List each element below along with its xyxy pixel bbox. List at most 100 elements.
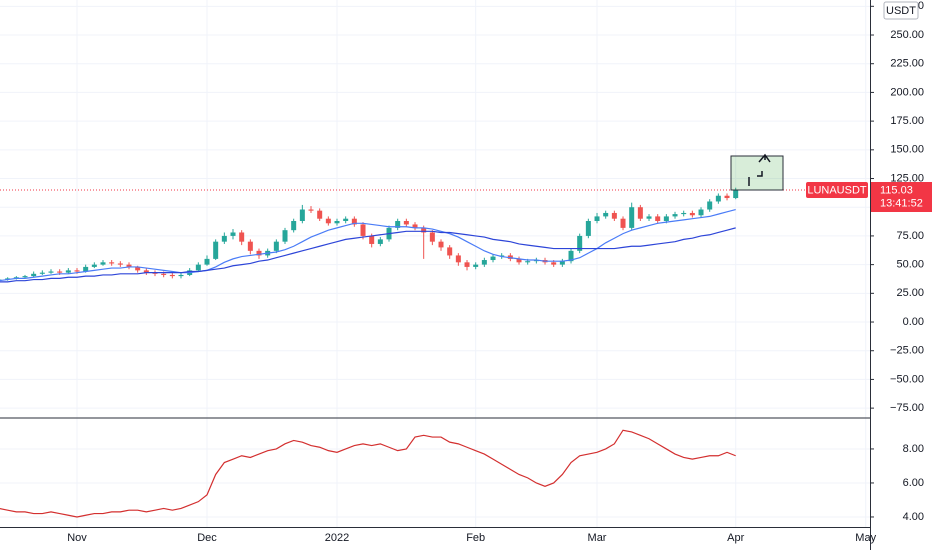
candle-body [100, 262, 106, 265]
candle-body [161, 273, 167, 275]
x-tick-label: Apr [727, 532, 744, 544]
candle-body [672, 214, 678, 217]
y-tick-label: 0.00 [903, 316, 924, 328]
candle-body [126, 264, 132, 267]
candle-body [655, 216, 661, 221]
candle-body [455, 255, 461, 263]
y-tick-label: 8.00 [903, 443, 924, 455]
y-tick-label: 4.00 [903, 511, 924, 523]
candle-body [663, 216, 669, 221]
candle-body [39, 272, 45, 274]
projection-stroke [757, 171, 763, 177]
candle-body [308, 209, 314, 211]
candle-body [325, 218, 331, 224]
y-tick-label: −75.00 [890, 402, 924, 414]
candle-body [646, 216, 652, 219]
currency[interactable]: USDT [886, 5, 916, 17]
candle-body [57, 271, 63, 273]
candle-body [733, 189, 739, 199]
candle-body [135, 266, 141, 271]
y-tick-label: 175.00 [890, 115, 924, 127]
candle-body [551, 262, 557, 265]
candle-body [83, 266, 89, 272]
candle-body [377, 239, 383, 244]
candle-body [239, 232, 245, 242]
candle-body [568, 250, 574, 262]
candle-body [343, 218, 349, 221]
candle-body [369, 235, 375, 244]
y-tick-label: 125.00 [890, 172, 924, 184]
candle-body [603, 212, 609, 217]
candle-body [620, 218, 626, 228]
candle-body [195, 264, 201, 271]
projection-drawing[interactable] [730, 153, 784, 191]
candle-body [221, 235, 227, 242]
y-tick-label: 25.00 [896, 287, 924, 299]
x-tick-label: Mar [588, 532, 607, 544]
candle-body [429, 232, 435, 242]
candle-body [559, 261, 565, 265]
candle-body [395, 220, 401, 228]
candle-body [169, 274, 175, 277]
symbol-box [806, 182, 868, 198]
y-tick-label: −50.00 [890, 373, 924, 385]
candle-body [585, 220, 591, 236]
candle-body [438, 241, 444, 248]
x-tick-label: Feb [466, 532, 485, 544]
candle-body [525, 261, 531, 263]
candle-body [22, 276, 28, 278]
y-tick-label: 50.00 [896, 259, 924, 271]
y-tick-label: 250.00 [890, 29, 924, 41]
candle-body [594, 216, 600, 221]
candle-body [204, 258, 210, 265]
candle-body [178, 274, 184, 277]
indicator-line [0, 429, 736, 518]
candle-body [681, 212, 687, 215]
symbol: LUNAUSDT [807, 184, 867, 196]
candle-body [464, 262, 470, 267]
candle-body [291, 220, 297, 231]
candle-body [490, 256, 496, 261]
candle-body [637, 207, 643, 219]
candle-body [516, 258, 522, 263]
candle-body [282, 230, 288, 242]
y-tick-label: 150.00 [890, 144, 924, 156]
candle-body [91, 264, 97, 267]
candle-body [31, 273, 37, 277]
candle-body [421, 227, 427, 233]
candle-body [247, 241, 253, 251]
x-tick-label: 2022 [325, 532, 349, 544]
candle-body [447, 247, 453, 256]
candle-body [412, 224, 418, 228]
candle-body [715, 195, 721, 202]
candle-body [74, 270, 80, 272]
candle-body [629, 207, 635, 228]
currency-box[interactable] [883, 1, 919, 20]
candle-body [256, 250, 262, 256]
candle-body [724, 195, 730, 199]
candle-body [707, 201, 713, 210]
x-tick-label: Nov [67, 532, 87, 544]
candle-body [577, 235, 583, 251]
y-tick-label: 75.00 [896, 230, 924, 242]
last-price-box [871, 182, 932, 212]
candle-body [351, 218, 357, 225]
candle-body [481, 260, 487, 265]
candle-body [689, 212, 695, 216]
candle-body [213, 241, 219, 259]
candle-body [611, 212, 617, 219]
candle-body [317, 210, 323, 219]
moving-average [0, 227, 736, 283]
candle-body [273, 241, 279, 251]
countdown: 13:41:52 [880, 197, 923, 209]
y-tick-label: 200.00 [890, 86, 924, 98]
candle-body [698, 209, 704, 216]
candle-body [109, 262, 115, 264]
y-tick-label: 6.00 [903, 477, 924, 489]
projection-box[interactable] [730, 155, 784, 191]
last-price: 115.03 [880, 184, 913, 196]
candle-body [117, 263, 123, 265]
candle-body [360, 224, 366, 236]
